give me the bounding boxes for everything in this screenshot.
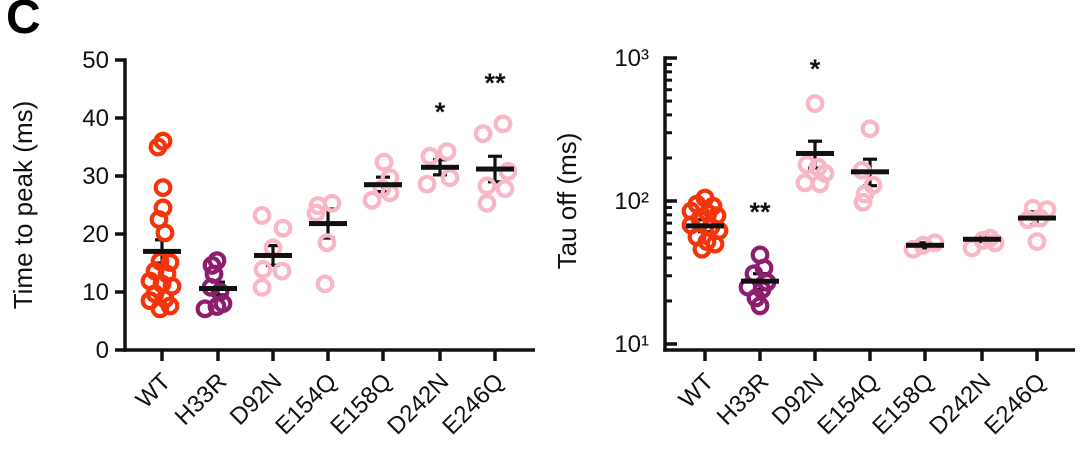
category-label-E154Q: E154Q: [270, 368, 342, 440]
significance-marker-D92N: *: [810, 54, 821, 84]
mean-bar-H33R: [199, 286, 237, 292]
data-point-E154Q: [860, 119, 880, 139]
mean-bar-H33R: [741, 278, 779, 284]
data-point-E154Q: [855, 184, 875, 204]
category-label-H33R: H33R: [712, 368, 774, 430]
data-point-WT: [153, 178, 173, 198]
mean-bar-E246Q: [476, 166, 514, 172]
data-point-D242N: [420, 146, 440, 166]
data-point-D92N: [795, 173, 815, 193]
data-point-E154Q: [322, 193, 342, 213]
data-point-E158Q: [362, 190, 382, 210]
data-point-D242N: [440, 168, 460, 188]
data-point-D242N: [985, 233, 1005, 253]
mean-bar-E158Q: [906, 242, 944, 248]
y-tick-label: 10: [82, 279, 109, 306]
category-label-D242N: D242N: [924, 368, 996, 440]
y-tick-label: 10¹: [614, 331, 649, 358]
y-axis-label: Time to peak (ms): [8, 101, 38, 310]
time-to-peak-chart: 01020304050WTH33RD92NE154QE158QD242NE246…: [8, 47, 535, 440]
data-point-E246Q: [473, 124, 493, 144]
y-tick-label: 20: [82, 221, 109, 248]
mean-bar-E246Q: [1018, 215, 1056, 221]
y-tick-label: 10²: [614, 188, 649, 215]
mean-bar-D242N: [421, 164, 459, 170]
category-label-E246Q: E246Q: [979, 368, 1051, 440]
category-label-WT: WT: [131, 368, 177, 414]
category-label-H33R: H33R: [170, 368, 232, 430]
significance-marker-D242N: *: [435, 97, 446, 127]
mean-bar-WT: [686, 223, 724, 229]
significance-marker-E246Q: **: [484, 68, 506, 98]
data-point-E246Q: [477, 193, 497, 213]
data-point-D92N: [273, 218, 293, 238]
y-tick-label: 40: [82, 105, 109, 132]
data-point-D242N: [437, 142, 457, 162]
data-point-H33R: [195, 299, 215, 319]
data-point-E246Q: [1027, 232, 1047, 252]
significance-marker-H33R: **: [749, 197, 771, 227]
data-point-E158Q: [903, 239, 923, 259]
data-point-E246Q: [477, 176, 497, 196]
data-point-D92N: [253, 259, 273, 279]
mean-bar-E158Q: [364, 182, 402, 188]
y-tick-label: 0: [96, 337, 109, 364]
data-point-E154Q: [306, 203, 326, 223]
tau-off-chart: 10¹10²10³WTH33RD92NE154QE158QD242NE246QT…: [552, 45, 1075, 440]
data-point-E154Q: [317, 233, 337, 253]
category-label-E158Q: E158Q: [325, 368, 397, 440]
category-label-WT: WT: [674, 368, 720, 414]
y-tick-label: 30: [82, 163, 109, 190]
data-point-E158Q: [374, 152, 394, 172]
data-point-D92N: [797, 155, 817, 174]
data-point-E154Q: [853, 192, 873, 212]
data-point-E154Q: [315, 274, 335, 294]
data-point-D242N: [417, 174, 437, 194]
y-tick-label: 50: [82, 47, 109, 74]
data-point-H33R: [750, 296, 770, 316]
y-tick-label: 10³: [614, 45, 649, 72]
panel-label: C: [6, 0, 41, 44]
mean-bar-WT: [143, 248, 181, 254]
mean-bar-D242N: [963, 236, 1001, 242]
data-point-WT: [692, 239, 712, 259]
mean-bar-E154Q: [851, 169, 889, 175]
category-label-E154Q: E154Q: [812, 368, 884, 440]
category-label-D242N: D242N: [382, 368, 454, 440]
data-point-WT: [150, 299, 170, 319]
mean-bar-D92N: [254, 252, 292, 258]
mean-bar-D92N: [796, 150, 834, 156]
data-point-E246Q: [495, 179, 515, 199]
y-axis-label: Tau off (ms): [552, 133, 582, 270]
data-point-D92N: [252, 206, 272, 225]
data-point-H33R: [202, 255, 222, 275]
data-point-E246Q: [493, 114, 513, 134]
data-point-D92N: [805, 94, 825, 113]
data-point-WT: [155, 223, 175, 243]
category-label-E246Q: E246Q: [437, 368, 509, 440]
data-point-WT: [148, 137, 168, 157]
data-point-D92N: [272, 261, 292, 281]
data-point-D92N: [810, 174, 830, 194]
mean-bar-E154Q: [309, 221, 347, 227]
category-label-E158Q: E158Q: [867, 368, 939, 440]
data-point-D92N: [252, 277, 272, 297]
data-point-WT: [160, 296, 180, 316]
